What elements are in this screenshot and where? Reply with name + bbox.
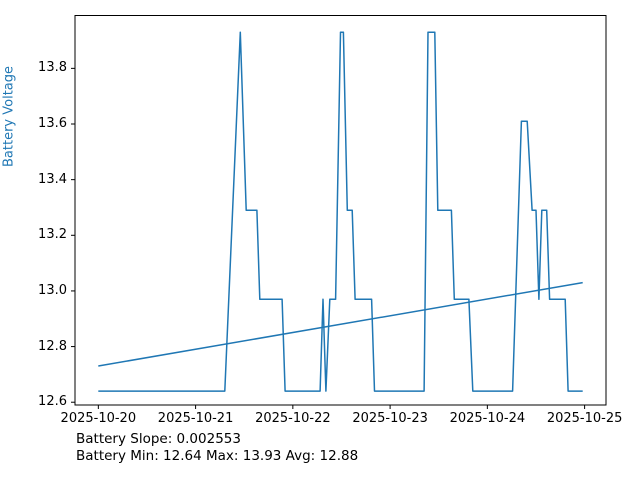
x-tick-label: 2025-10-21 (157, 411, 234, 426)
x-tick-label: 2025-10-23 (352, 411, 428, 426)
x-tick-label: 2025-10-22 (255, 411, 331, 426)
y-tick-label: 12.8 (38, 338, 67, 354)
voltage-line (98, 31, 583, 392)
x-tick-label: 2025-10-24 (449, 411, 526, 426)
axes-frame (74, 15, 607, 406)
y-tick-label: 13.6 (38, 116, 67, 131)
trend-line (98, 281, 583, 367)
y-tick-label: 13.8 (38, 60, 67, 76)
y-tick-label: 13.2 (38, 227, 67, 243)
annotation-battery-slope: Battery Slope: 0.002553 (76, 431, 241, 447)
y-tick-label: 13.4 (38, 171, 67, 187)
annotation-battery-min-max-avg: Battery Min: 12.64 Max: 13.93 Avg: 12.88 (76, 448, 359, 464)
x-tick-label: 2025-10-20 (60, 411, 137, 426)
x-tick-label: 2025-10-25 (546, 411, 623, 426)
y-axis-label: Battery Voltage (1, 65, 17, 167)
y-tick-label: 13.0 (38, 282, 67, 298)
y-tick-label: 12.6 (38, 394, 67, 410)
